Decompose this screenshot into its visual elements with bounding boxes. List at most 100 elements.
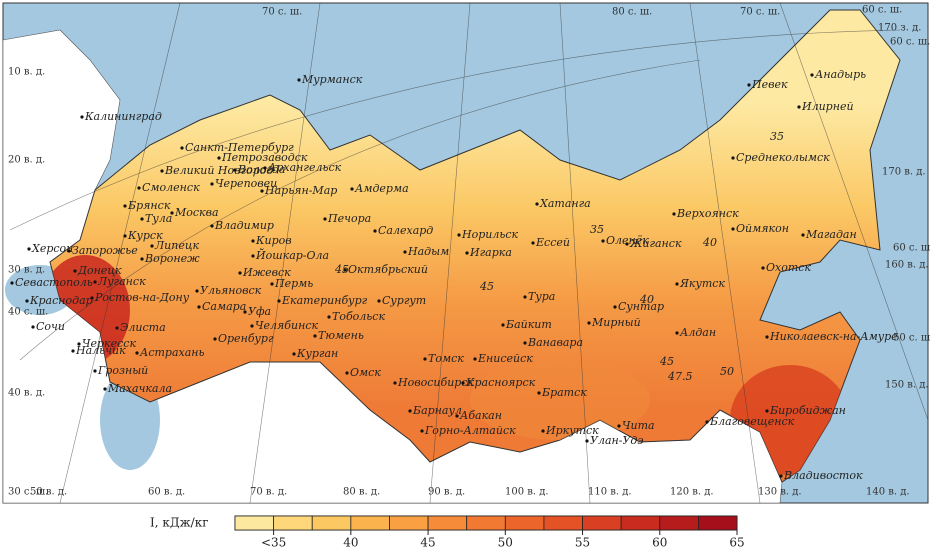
legend-swatch [273,515,313,531]
legend-swatch [350,515,390,531]
city-dot [160,169,164,173]
city-label: Братск [541,386,587,399]
city-label: Оймякон [736,222,789,235]
city-label: Печора [327,212,371,225]
city-dot [765,409,769,413]
city-label: Барнаул [412,404,462,417]
city-dot [170,211,174,215]
city-dot [197,305,201,309]
city-label: Ванавара [527,336,583,349]
legend-swatch [389,515,429,531]
graticule-label: 140 в. д. [866,487,910,498]
city-dot [350,187,354,191]
city-dot [761,266,765,270]
city-dot [80,115,84,119]
city-label: Верхоянск [676,207,739,220]
city-dot [73,269,77,273]
city-dot [210,224,214,228]
city-dot [617,424,621,428]
city-label: Йошкар-Ола [255,248,329,262]
city-label: Петрозаводск [221,151,308,164]
city-label: Тюмень [318,329,364,342]
city-dot [93,280,97,284]
legend-tick-label: 60 [652,536,667,550]
city-dot [238,271,242,275]
city-label: Среднеколымск [736,151,830,164]
graticule-label: 80 с. ш. [612,7,652,18]
city-label: Брянск [127,199,171,212]
legend-swatch [504,515,545,531]
city-dot [797,105,801,109]
graticule-label: 90 в. д. [428,487,465,498]
city-dot [135,351,139,355]
graticule-label: 30 с. ш. [8,487,48,498]
city-dot [270,282,274,286]
city-dot [457,233,461,237]
russia [49,9,901,483]
city-label: Енисейск [477,352,533,365]
city-dot [765,335,769,339]
city-label: Тобольск [332,310,385,323]
contour-label: 45 [334,263,349,276]
city-label: Сургут [382,294,426,307]
graticule-label: 80 в. д. [343,487,380,498]
city-dot [123,234,127,238]
city-label: Алдан [679,326,716,339]
city-label: Байкит [505,318,552,331]
city-dot [27,247,31,251]
city-label: Абакан [459,409,502,422]
city-dot [393,381,397,385]
city-label: Томск [428,352,464,365]
city-dot [103,387,107,391]
city-dot [420,429,424,433]
city-label: Владивосток [783,469,863,482]
city-label: Октябрьский [348,263,428,276]
city-label: Смоленск [142,181,200,194]
city-dot [140,217,144,221]
city-dot [731,227,735,231]
graticule-label: 160 в. д. [885,260,929,271]
city-label: Уфа [248,305,271,318]
city-dot [455,414,459,418]
city-dot [747,83,751,87]
city-label: Астрахань [139,346,205,359]
city-dot [263,166,267,170]
city-dot [373,229,377,233]
graticule-label: 120 в. д. [670,487,714,498]
city-dot [313,334,317,338]
graticule-label: 170 з. д. [878,23,921,34]
city-label: Горно-Алтайск [424,424,516,437]
city-dot [93,369,97,373]
city-dot [423,357,427,361]
legend-swatch [234,515,275,531]
city-label: Оленёк [606,234,649,247]
city-label: Тура [528,290,555,303]
graticule-label: 50 с. ш. [893,333,931,344]
graticule-label: 170 в. д. [882,167,926,178]
city-label: Вологда [237,163,285,176]
city-label: Улан-Удэ [590,434,644,447]
legend-tick-label: 45 [420,536,435,550]
city-dot [465,251,469,255]
graticule [9,2,929,504]
city-dot [25,299,29,303]
city-label: Тула [145,212,172,225]
city-dot [810,73,814,77]
city-label: Санкт-Петербург [185,141,294,154]
city-label: Нарьян-Мар [264,184,337,197]
city-label: Жиганск [629,237,682,250]
city-label: Надым [407,245,449,258]
legend-swatch [543,515,583,531]
city-label: Хатанга [539,197,591,210]
city-label: Великий Новгород [164,164,273,177]
city-label: Охотск [766,261,811,274]
city-dot [625,242,629,246]
city-label: Владимир [214,219,274,232]
graticule-label: 40 в. д. [8,388,45,399]
city-dot [213,337,217,341]
city-label: Омск [350,366,381,379]
city-dot [251,239,255,243]
city-dot [675,331,679,335]
graticule-label: 40 с. ш. [8,307,48,318]
graticule-label: 100 в. д. [505,487,549,498]
